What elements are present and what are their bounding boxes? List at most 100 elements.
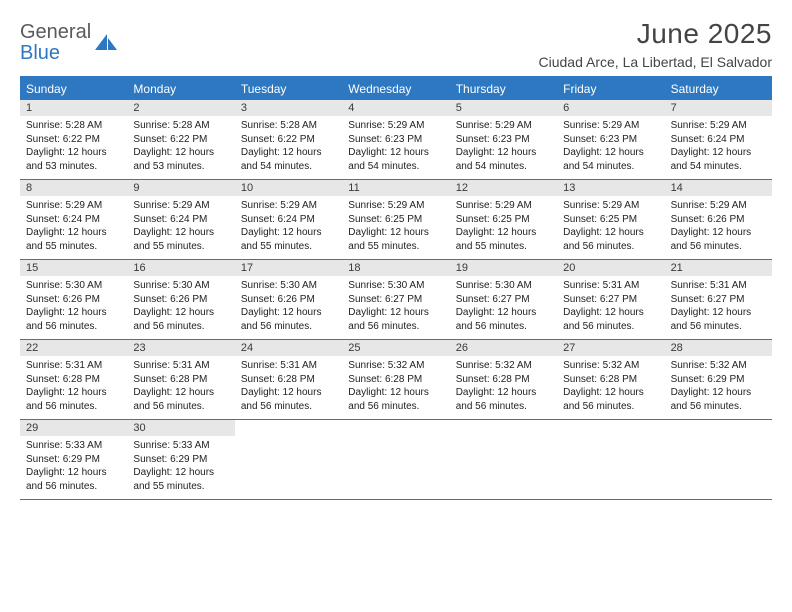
weekday-header-row: Sunday Monday Tuesday Wednesday Thursday… <box>20 78 772 100</box>
calendar-day: 3Sunrise: 5:28 AMSunset: 6:22 PMDaylight… <box>235 100 342 179</box>
day-number: 2 <box>127 100 234 116</box>
title-block: June 2025 Ciudad Arce, La Libertad, El S… <box>539 18 772 70</box>
calendar-day: 27Sunrise: 5:32 AMSunset: 6:28 PMDayligh… <box>557 340 664 419</box>
day-details: Sunrise: 5:32 AMSunset: 6:28 PMDaylight:… <box>342 356 449 419</box>
day-details: Sunrise: 5:29 AMSunset: 6:24 PMDaylight:… <box>127 196 234 259</box>
calendar-week: 8Sunrise: 5:29 AMSunset: 6:24 PMDaylight… <box>20 180 772 260</box>
day-details: Sunrise: 5:30 AMSunset: 6:26 PMDaylight:… <box>127 276 234 339</box>
calendar-week: 22Sunrise: 5:31 AMSunset: 6:28 PMDayligh… <box>20 340 772 420</box>
header: General Blue June 2025 Ciudad Arce, La L… <box>20 18 772 70</box>
day-details: Sunrise: 5:29 AMSunset: 6:23 PMDaylight:… <box>342 116 449 179</box>
day-number: 14 <box>665 180 772 196</box>
day-number: 1 <box>20 100 127 116</box>
calendar-day: 19Sunrise: 5:30 AMSunset: 6:27 PMDayligh… <box>450 260 557 339</box>
day-number: 29 <box>20 420 127 436</box>
day-number: 6 <box>557 100 664 116</box>
day-details: Sunrise: 5:33 AMSunset: 6:29 PMDaylight:… <box>127 436 234 499</box>
calendar-day: 22Sunrise: 5:31 AMSunset: 6:28 PMDayligh… <box>20 340 127 419</box>
day-number: 21 <box>665 260 772 276</box>
location-label: Ciudad Arce, La Libertad, El Salvador <box>539 54 772 70</box>
brand-general: General <box>20 21 91 43</box>
day-number: 19 <box>450 260 557 276</box>
day-number: 24 <box>235 340 342 356</box>
calendar-day <box>342 420 449 499</box>
calendar-day: 7Sunrise: 5:29 AMSunset: 6:24 PMDaylight… <box>665 100 772 179</box>
calendar-day: 18Sunrise: 5:30 AMSunset: 6:27 PMDayligh… <box>342 260 449 339</box>
calendar-day: 14Sunrise: 5:29 AMSunset: 6:26 PMDayligh… <box>665 180 772 259</box>
day-details: Sunrise: 5:31 AMSunset: 6:28 PMDaylight:… <box>127 356 234 419</box>
calendar-day: 12Sunrise: 5:29 AMSunset: 6:25 PMDayligh… <box>450 180 557 259</box>
day-details: Sunrise: 5:32 AMSunset: 6:29 PMDaylight:… <box>665 356 772 419</box>
calendar-week: 29Sunrise: 5:33 AMSunset: 6:29 PMDayligh… <box>20 420 772 500</box>
calendar-day: 24Sunrise: 5:31 AMSunset: 6:28 PMDayligh… <box>235 340 342 419</box>
calendar-day: 30Sunrise: 5:33 AMSunset: 6:29 PMDayligh… <box>127 420 234 499</box>
day-details: Sunrise: 5:32 AMSunset: 6:28 PMDaylight:… <box>557 356 664 419</box>
day-details: Sunrise: 5:28 AMSunset: 6:22 PMDaylight:… <box>235 116 342 179</box>
day-number: 22 <box>20 340 127 356</box>
day-details: Sunrise: 5:31 AMSunset: 6:28 PMDaylight:… <box>20 356 127 419</box>
day-details: Sunrise: 5:29 AMSunset: 6:25 PMDaylight:… <box>450 196 557 259</box>
day-details: Sunrise: 5:30 AMSunset: 6:26 PMDaylight:… <box>235 276 342 339</box>
day-details: Sunrise: 5:29 AMSunset: 6:25 PMDaylight:… <box>342 196 449 259</box>
calendar-day: 16Sunrise: 5:30 AMSunset: 6:26 PMDayligh… <box>127 260 234 339</box>
calendar-day: 28Sunrise: 5:32 AMSunset: 6:29 PMDayligh… <box>665 340 772 419</box>
day-details: Sunrise: 5:28 AMSunset: 6:22 PMDaylight:… <box>127 116 234 179</box>
calendar-day: 11Sunrise: 5:29 AMSunset: 6:25 PMDayligh… <box>342 180 449 259</box>
day-details: Sunrise: 5:30 AMSunset: 6:27 PMDaylight:… <box>450 276 557 339</box>
day-number: 18 <box>342 260 449 276</box>
brand-sail-icon <box>93 32 119 54</box>
day-details: Sunrise: 5:29 AMSunset: 6:26 PMDaylight:… <box>665 196 772 259</box>
calendar-day: 21Sunrise: 5:31 AMSunset: 6:27 PMDayligh… <box>665 260 772 339</box>
weekday-monday: Monday <box>127 78 234 100</box>
calendar-day: 1Sunrise: 5:28 AMSunset: 6:22 PMDaylight… <box>20 100 127 179</box>
weekday-tuesday: Tuesday <box>235 78 342 100</box>
day-number: 28 <box>665 340 772 356</box>
calendar-day: 26Sunrise: 5:32 AMSunset: 6:28 PMDayligh… <box>450 340 557 419</box>
calendar-day: 17Sunrise: 5:30 AMSunset: 6:26 PMDayligh… <box>235 260 342 339</box>
calendar-weeks: 1Sunrise: 5:28 AMSunset: 6:22 PMDaylight… <box>20 100 772 500</box>
day-number: 13 <box>557 180 664 196</box>
day-number: 7 <box>665 100 772 116</box>
weekday-wednesday: Wednesday <box>342 78 449 100</box>
day-details: Sunrise: 5:29 AMSunset: 6:25 PMDaylight:… <box>557 196 664 259</box>
day-number: 12 <box>450 180 557 196</box>
calendar-week: 1Sunrise: 5:28 AMSunset: 6:22 PMDaylight… <box>20 100 772 180</box>
day-number: 25 <box>342 340 449 356</box>
calendar-day: 4Sunrise: 5:29 AMSunset: 6:23 PMDaylight… <box>342 100 449 179</box>
day-number: 27 <box>557 340 664 356</box>
calendar-day: 2Sunrise: 5:28 AMSunset: 6:22 PMDaylight… <box>127 100 234 179</box>
day-details: Sunrise: 5:31 AMSunset: 6:27 PMDaylight:… <box>557 276 664 339</box>
day-number: 30 <box>127 420 234 436</box>
calendar-day: 9Sunrise: 5:29 AMSunset: 6:24 PMDaylight… <box>127 180 234 259</box>
day-number: 11 <box>342 180 449 196</box>
calendar-day: 8Sunrise: 5:29 AMSunset: 6:24 PMDaylight… <box>20 180 127 259</box>
day-details: Sunrise: 5:31 AMSunset: 6:27 PMDaylight:… <box>665 276 772 339</box>
weekday-saturday: Saturday <box>665 78 772 100</box>
day-number: 26 <box>450 340 557 356</box>
day-details: Sunrise: 5:29 AMSunset: 6:23 PMDaylight:… <box>557 116 664 179</box>
day-details: Sunrise: 5:29 AMSunset: 6:23 PMDaylight:… <box>450 116 557 179</box>
calendar-day <box>665 420 772 499</box>
day-details: Sunrise: 5:28 AMSunset: 6:22 PMDaylight:… <box>20 116 127 179</box>
day-details: Sunrise: 5:29 AMSunset: 6:24 PMDaylight:… <box>235 196 342 259</box>
calendar: Sunday Monday Tuesday Wednesday Thursday… <box>20 76 772 500</box>
calendar-day: 23Sunrise: 5:31 AMSunset: 6:28 PMDayligh… <box>127 340 234 419</box>
day-number: 17 <box>235 260 342 276</box>
brand-logo: General Blue <box>20 18 119 64</box>
day-number: 20 <box>557 260 664 276</box>
calendar-day: 13Sunrise: 5:29 AMSunset: 6:25 PMDayligh… <box>557 180 664 259</box>
calendar-day: 10Sunrise: 5:29 AMSunset: 6:24 PMDayligh… <box>235 180 342 259</box>
day-details: Sunrise: 5:30 AMSunset: 6:26 PMDaylight:… <box>20 276 127 339</box>
calendar-day: 20Sunrise: 5:31 AMSunset: 6:27 PMDayligh… <box>557 260 664 339</box>
calendar-day <box>235 420 342 499</box>
weekday-thursday: Thursday <box>450 78 557 100</box>
day-number: 5 <box>450 100 557 116</box>
calendar-day: 15Sunrise: 5:30 AMSunset: 6:26 PMDayligh… <box>20 260 127 339</box>
brand-blue: Blue <box>20 42 60 64</box>
weekday-friday: Friday <box>557 78 664 100</box>
brand-text: General Blue <box>20 22 91 64</box>
day-details: Sunrise: 5:29 AMSunset: 6:24 PMDaylight:… <box>20 196 127 259</box>
day-number: 10 <box>235 180 342 196</box>
day-details: Sunrise: 5:30 AMSunset: 6:27 PMDaylight:… <box>342 276 449 339</box>
calendar-week: 15Sunrise: 5:30 AMSunset: 6:26 PMDayligh… <box>20 260 772 340</box>
